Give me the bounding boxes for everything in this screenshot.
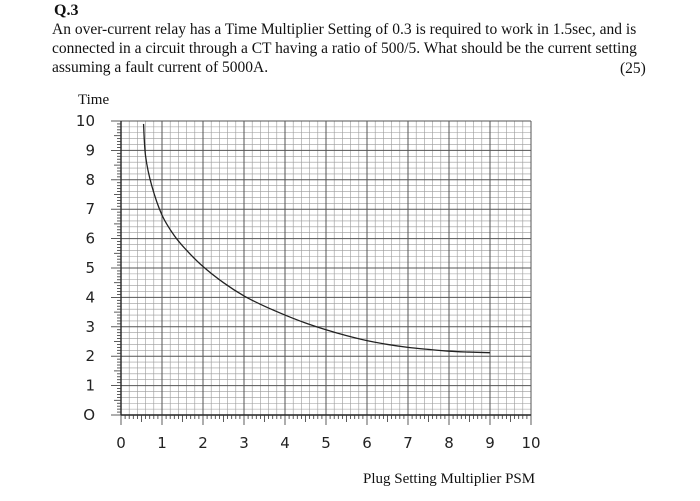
y-tick-label: 3 — [85, 318, 95, 336]
y-tick-label: 10 — [76, 112, 95, 130]
x-tick-label: 5 — [321, 434, 331, 452]
question-text: An over-current relay has a Time Multipl… — [52, 21, 637, 76]
y-axis-title: Time — [78, 92, 109, 108]
x-tick-label: 7 — [403, 434, 413, 452]
x-tick-label: 4 — [280, 434, 290, 452]
y-tick-label: 8 — [85, 171, 95, 189]
question-marks: (25) — [620, 60, 646, 77]
x-tick-label: 9 — [485, 434, 495, 452]
y-tick-label: 7 — [85, 200, 95, 218]
x-tick-label: 10 — [521, 434, 540, 452]
axis-labels: 0 1 2 3 4 5 6 7 8 9 10 O 1 2 3 4 5 6 7 8 9 10 — [76, 112, 541, 452]
y-tick-label: 1 — [85, 377, 95, 395]
x-tick-label: 0 — [116, 434, 126, 452]
y-tick-label: 5 — [85, 259, 95, 277]
y-tick-label: 9 — [85, 141, 95, 159]
x-tick-label: 1 — [157, 434, 167, 452]
x-axis-title: Plug Setting Multiplier PSM — [363, 471, 535, 487]
major-grid — [120, 120, 532, 416]
series-layer — [142, 123, 491, 354]
x-tick-label: 3 — [239, 434, 249, 452]
x-tick-label: 6 — [362, 434, 372, 452]
y-tick-label: O — [83, 406, 95, 424]
axis-ticks — [111, 120, 532, 425]
y-tick-label: 6 — [85, 230, 95, 248]
psm-time-curve — [142, 123, 491, 354]
x-tick-label: 8 — [444, 434, 454, 452]
y-tick-label: 4 — [85, 288, 95, 306]
question-number: Q.3 — [54, 2, 79, 19]
y-tick-label: 2 — [85, 347, 95, 365]
x-tick-label: 2 — [198, 434, 208, 452]
